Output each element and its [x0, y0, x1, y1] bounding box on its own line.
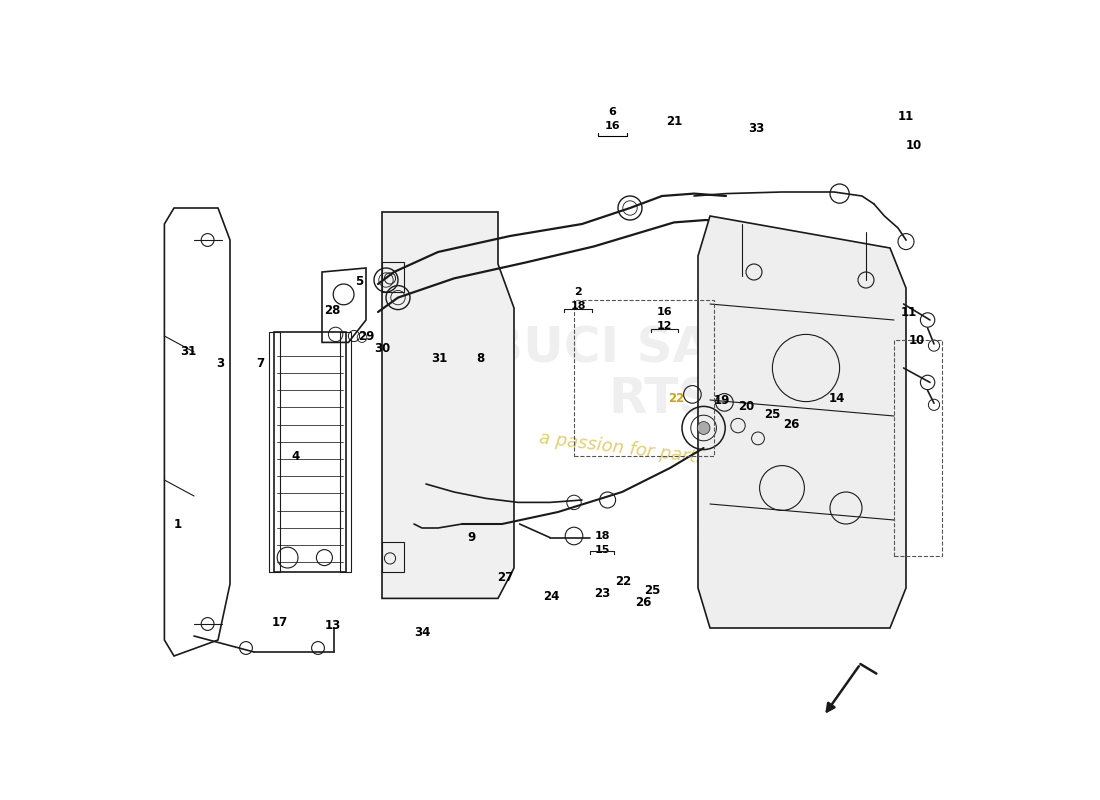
Text: 29: 29 [358, 330, 374, 342]
Text: 18: 18 [594, 531, 609, 541]
Text: 15: 15 [594, 545, 609, 554]
Text: 19: 19 [714, 394, 730, 406]
Bar [894, 340, 942, 556]
Bar [382, 262, 405, 292]
Text: a passion for parts: a passion for parts [538, 429, 706, 467]
Text: 24: 24 [543, 590, 560, 602]
Text: 7: 7 [256, 358, 264, 370]
Text: 4: 4 [292, 450, 299, 462]
Text: 31: 31 [431, 352, 448, 365]
Text: 14: 14 [828, 392, 845, 405]
Text: 25: 25 [764, 408, 781, 421]
Text: 21: 21 [666, 115, 682, 128]
Bar [574, 300, 714, 456]
Text: 13: 13 [324, 619, 341, 632]
Text: 35: 35 [781, 391, 832, 425]
Text: 16: 16 [605, 122, 620, 131]
Text: 10: 10 [909, 334, 924, 346]
Polygon shape [698, 216, 906, 628]
Text: 26: 26 [783, 418, 800, 430]
Text: 9: 9 [468, 531, 475, 544]
Text: 1: 1 [174, 518, 183, 530]
Text: BUCI SA: BUCI SA [485, 324, 711, 372]
Bar [270, 332, 279, 572]
Text: 8: 8 [476, 352, 484, 365]
Bar [382, 542, 405, 572]
Text: 23: 23 [594, 587, 610, 600]
Text: 11: 11 [898, 110, 914, 122]
Text: 3: 3 [217, 358, 224, 370]
Text: 30: 30 [374, 342, 390, 354]
Text: 10: 10 [906, 139, 922, 152]
Circle shape [697, 422, 710, 434]
Bar [274, 332, 346, 572]
Bar [340, 332, 351, 572]
Text: 22: 22 [616, 575, 631, 588]
Text: 18: 18 [570, 302, 585, 311]
Text: 28: 28 [324, 304, 341, 317]
Polygon shape [382, 212, 514, 598]
Text: 20: 20 [738, 400, 755, 413]
Text: 22: 22 [669, 392, 684, 405]
Text: 25: 25 [645, 584, 661, 597]
Polygon shape [698, 216, 906, 628]
Text: RTS: RTS [608, 376, 715, 424]
Text: 11: 11 [900, 306, 916, 318]
Text: 6: 6 [608, 107, 616, 117]
Text: 12: 12 [657, 322, 672, 331]
Text: 26: 26 [636, 596, 652, 609]
Text: 2: 2 [574, 287, 582, 297]
Text: 34: 34 [414, 626, 430, 638]
Text: 5: 5 [355, 275, 364, 288]
Text: 17: 17 [272, 616, 288, 629]
Text: 16: 16 [657, 307, 672, 317]
Text: 33: 33 [748, 122, 764, 134]
Text: 27: 27 [497, 571, 514, 584]
Text: 31: 31 [180, 346, 197, 358]
